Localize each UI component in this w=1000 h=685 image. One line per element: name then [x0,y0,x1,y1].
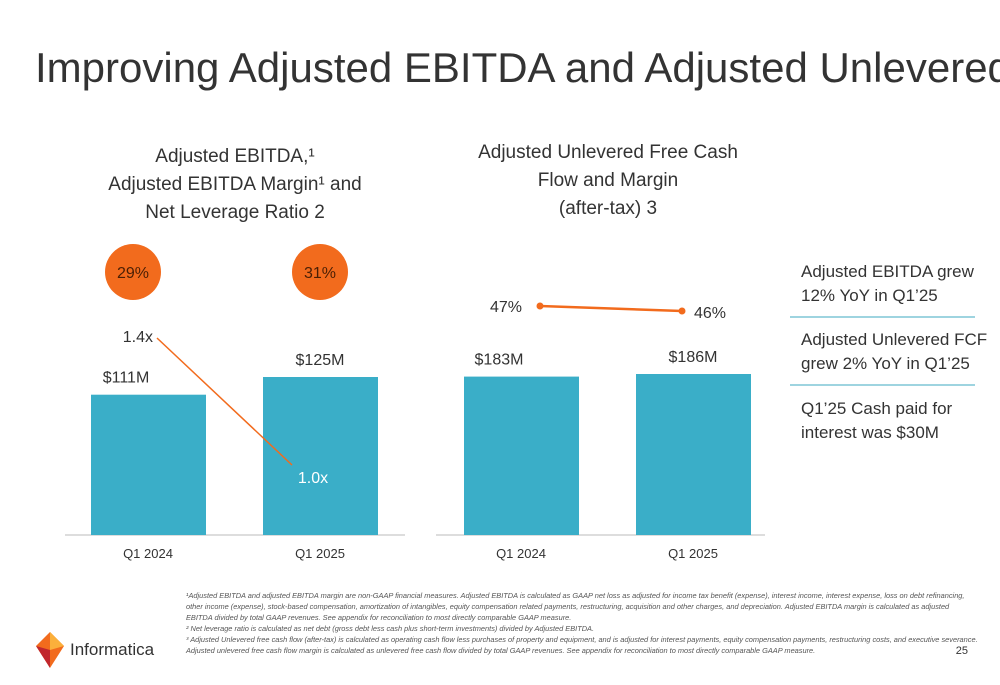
leverage-label: 1.4x [123,329,153,346]
footnote: ¹Adjusted EBITDA and adjusted EBITDA mar… [186,591,964,600]
leverage-line [156,337,293,466]
slide-title: Improving Adjusted EBITDA and Adjusted U… [35,44,1000,91]
value-label: $125M [296,352,345,369]
logo-mark [50,632,64,650]
callout: grew 2% YoY in Q1’25 [801,354,970,373]
chart-title: Adjusted EBITDA Margin¹ and [108,174,361,195]
chart-title: Net Leverage Ratio 2 [145,202,325,223]
margin-point [536,302,544,310]
leverage-label: 1.0x [298,470,328,487]
footnote: EBITDA divided by total GAAP revenues. S… [186,613,571,622]
bar [263,377,378,535]
margin-circle [105,244,161,300]
margin-label: 29% [117,265,149,282]
logo: Informatica [36,632,155,668]
bar [91,394,206,535]
margin-label: 31% [304,265,336,282]
chart-title: Flow and Margin [538,170,678,191]
page-number: 25 [956,645,968,657]
callout: Adjusted EBITDA grew [801,262,975,281]
logo-mark [36,646,50,668]
footnote: other income (expense), stock-based comp… [186,602,950,611]
callout: 12% YoY in Q1’25 [801,286,938,305]
margin-label: 46% [694,305,726,322]
x-tick-label: Q1 2024 [123,546,173,561]
bar [464,376,579,535]
value-label: $183M [475,352,524,369]
value-label: $186M [669,349,718,366]
value-label: $111M [103,370,150,387]
callout: interest was $30M [801,423,939,442]
chart-title: Adjusted Unlevered Free Cash [478,142,738,163]
footnote: Adjusted unlevered free cash flow margin… [185,646,815,655]
bar [636,374,751,535]
chart-title: Adjusted EBITDA,¹ [155,146,314,167]
callout: Adjusted Unlevered FCF [801,330,987,349]
logo-text: Informatica [70,640,155,659]
x-tick-label: Q1 2025 [295,546,345,561]
margin-point [678,307,686,315]
margin-line [539,304,683,313]
x-tick-label: Q1 2025 [668,546,718,561]
margin-label: 47% [490,299,522,316]
margin-circle [292,244,348,300]
chart-title: (after-tax) 3 [559,198,657,219]
x-tick-label: Q1 2024 [496,546,546,561]
footnote: ² Net leverage ratio is calculated as ne… [186,624,594,633]
callout: Q1’25 Cash paid for [801,399,953,418]
footnote: ³ Adjusted Unlevered free cash flow (aft… [186,635,978,644]
